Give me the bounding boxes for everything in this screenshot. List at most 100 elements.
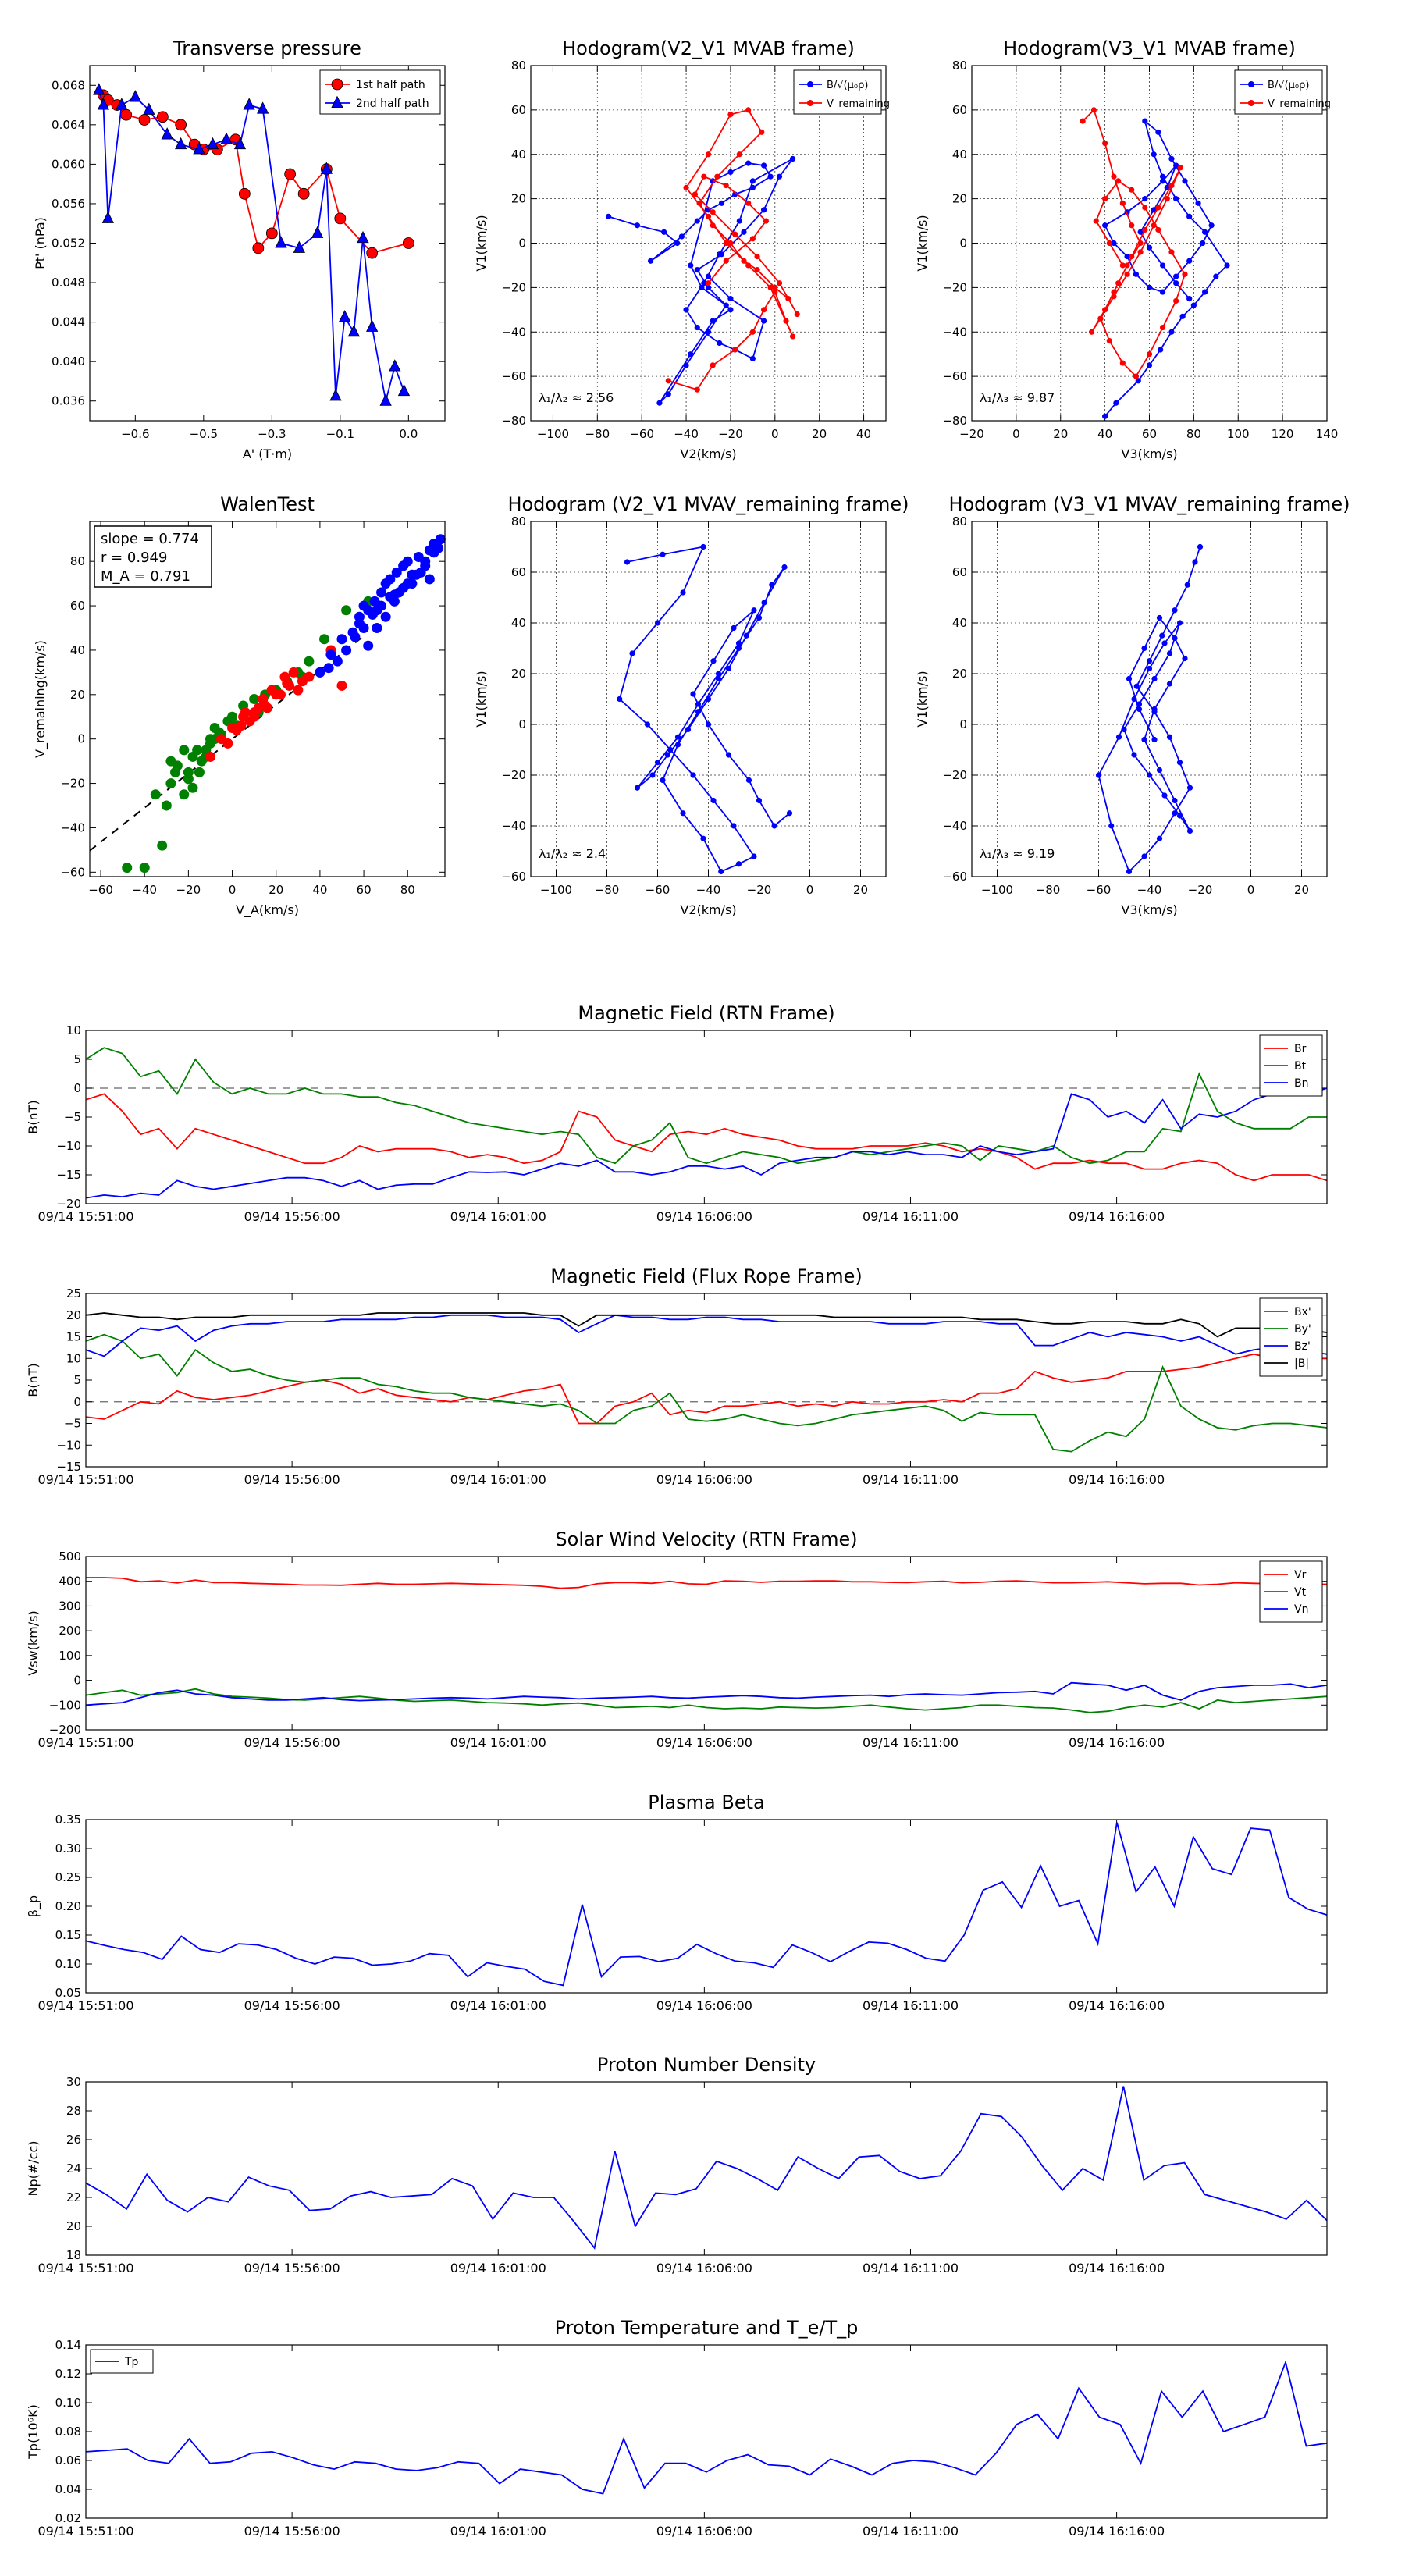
hodogram-point (1177, 165, 1183, 171)
y-tick-label: 10 (66, 1351, 81, 1365)
hodogram-point (1184, 582, 1190, 588)
hodogram-point (723, 240, 729, 247)
hodogram-point (685, 726, 692, 733)
y-tick-label: 30 (66, 2075, 81, 2089)
y-tick-label: 5 (73, 1052, 81, 1066)
legend-label: B/√(μ₀ρ) (827, 80, 868, 91)
hodogram-point (751, 607, 757, 614)
x-tick-label: 0 (771, 427, 779, 441)
hodogram-point (751, 853, 757, 859)
y-tick-label: 400 (59, 1574, 81, 1589)
y-tick-label: 0.048 (52, 276, 85, 290)
time-tick-label: 09/14 16:01:00 (450, 1472, 546, 1487)
hodogram-point (789, 333, 796, 340)
hodogram-point (717, 340, 723, 347)
hodogram-point (1113, 400, 1119, 406)
x-tick-label: 20 (812, 427, 827, 441)
hodogram-point (1133, 271, 1140, 277)
hodogram-point (1200, 240, 1206, 247)
y-tick-label: 200 (59, 1624, 81, 1638)
hodogram-point (1201, 289, 1208, 295)
hodogram-point (1186, 213, 1193, 219)
hodogram-point (1135, 378, 1141, 384)
scatter-point (165, 778, 176, 789)
scatter-point (179, 789, 190, 800)
hodogram-point (1119, 262, 1126, 269)
panel-hodo3: −100 −80 −60 −40 −20 0 20 −60 −40 −20 0 20 40 60 80Hod… (474, 493, 909, 917)
hodogram-point (1158, 347, 1164, 353)
hodogram-point (781, 564, 788, 571)
y-tick-label: 0.068 (52, 78, 85, 92)
hodogram-point (1129, 187, 1135, 193)
time-tick-label: 09/14 15:56:00 (244, 1472, 340, 1487)
time-tick-label: 09/14 15:56:00 (244, 1998, 340, 2013)
data-point (397, 383, 411, 397)
hodogram-point (710, 318, 716, 324)
hodogram-point (1146, 772, 1153, 778)
y-axis-label: Np(#/cc) (26, 2141, 41, 2197)
legend-label: Bn (1294, 1077, 1308, 1090)
hodogram-point (1176, 760, 1183, 766)
hodogram-point (629, 650, 635, 656)
legend-marker (807, 100, 813, 106)
hodogram-point (1151, 706, 1158, 713)
legend-label: By' (1294, 1323, 1311, 1336)
hodogram-point (1156, 767, 1163, 774)
hodogram-point (1192, 559, 1198, 565)
legend-label: Vr (1294, 1569, 1307, 1582)
x-tick-label: 40 (856, 427, 871, 441)
hodogram-point (723, 302, 729, 308)
y-tick-label: −80 (501, 414, 526, 428)
hodogram-point (718, 200, 725, 206)
y-tick-label: −200 (49, 1723, 81, 1737)
hodogram-point (1168, 182, 1175, 189)
panel-bfield: −20 −15 −10 −5 0 5 10 09/14 15:51:00 09/14 15:56… (26, 1002, 1328, 1224)
hodogram-point (771, 823, 777, 829)
hodogram-point (699, 284, 705, 290)
time-tick-label: 09/14 16:16:00 (1069, 2261, 1165, 2275)
time-tick-label: 09/14 16:06:00 (656, 2524, 752, 2539)
y-tick-label: 0.040 (52, 354, 85, 368)
series-line-beta (85, 1822, 1328, 1987)
legend-marker (1248, 100, 1254, 106)
series-line-By (85, 1333, 1328, 1453)
hodogram-point (760, 307, 767, 313)
hodogram-point (725, 665, 732, 672)
scatter-point (249, 711, 260, 722)
hodogram-point (690, 772, 696, 778)
hodogram-point (1129, 222, 1135, 229)
x-tick-label: 140 (1316, 427, 1339, 441)
hodogram-point (1166, 681, 1173, 687)
hodogram-point (736, 151, 742, 158)
hodogram-point (732, 347, 738, 353)
hodogram-point (786, 810, 793, 817)
time-tick-label: 09/14 16:06:00 (656, 2261, 752, 2275)
hodogram-point (1131, 752, 1137, 758)
hodogram-point (1090, 107, 1097, 113)
x-tick-label: 0 (806, 883, 814, 897)
panel-vsw: −200 −100 0 100 200 300 400 500 09/14 15:51:00 09… (26, 1528, 1328, 1750)
plot-frame (530, 521, 887, 877)
hodogram-point (1102, 222, 1108, 229)
data-point (252, 242, 265, 254)
y-tick-label: 5 (73, 1373, 81, 1387)
x-tick-label: 20 (1053, 427, 1068, 441)
y-axis-label: V1(km/s) (915, 671, 930, 727)
hodogram-point (694, 267, 700, 273)
y-tick-label: 100 (59, 1649, 81, 1663)
x-tick-label: −40 (674, 427, 699, 441)
y-tick-label: 26 (66, 2133, 81, 2147)
scatter-point (420, 556, 431, 567)
hodogram-point (745, 200, 752, 206)
hodogram-point (1159, 289, 1166, 295)
hodogram-point (1159, 632, 1165, 639)
x-tick-label: 120 (1272, 427, 1294, 441)
hodogram-point (678, 233, 685, 240)
hodogram-point (735, 645, 742, 652)
y-tick-label: 20 (511, 667, 526, 681)
scatter-point (376, 587, 387, 598)
hodogram-point (714, 173, 720, 180)
hodogram-point (1190, 302, 1197, 308)
data-point (257, 101, 269, 114)
time-tick-label: 09/14 15:56:00 (244, 2261, 340, 2275)
